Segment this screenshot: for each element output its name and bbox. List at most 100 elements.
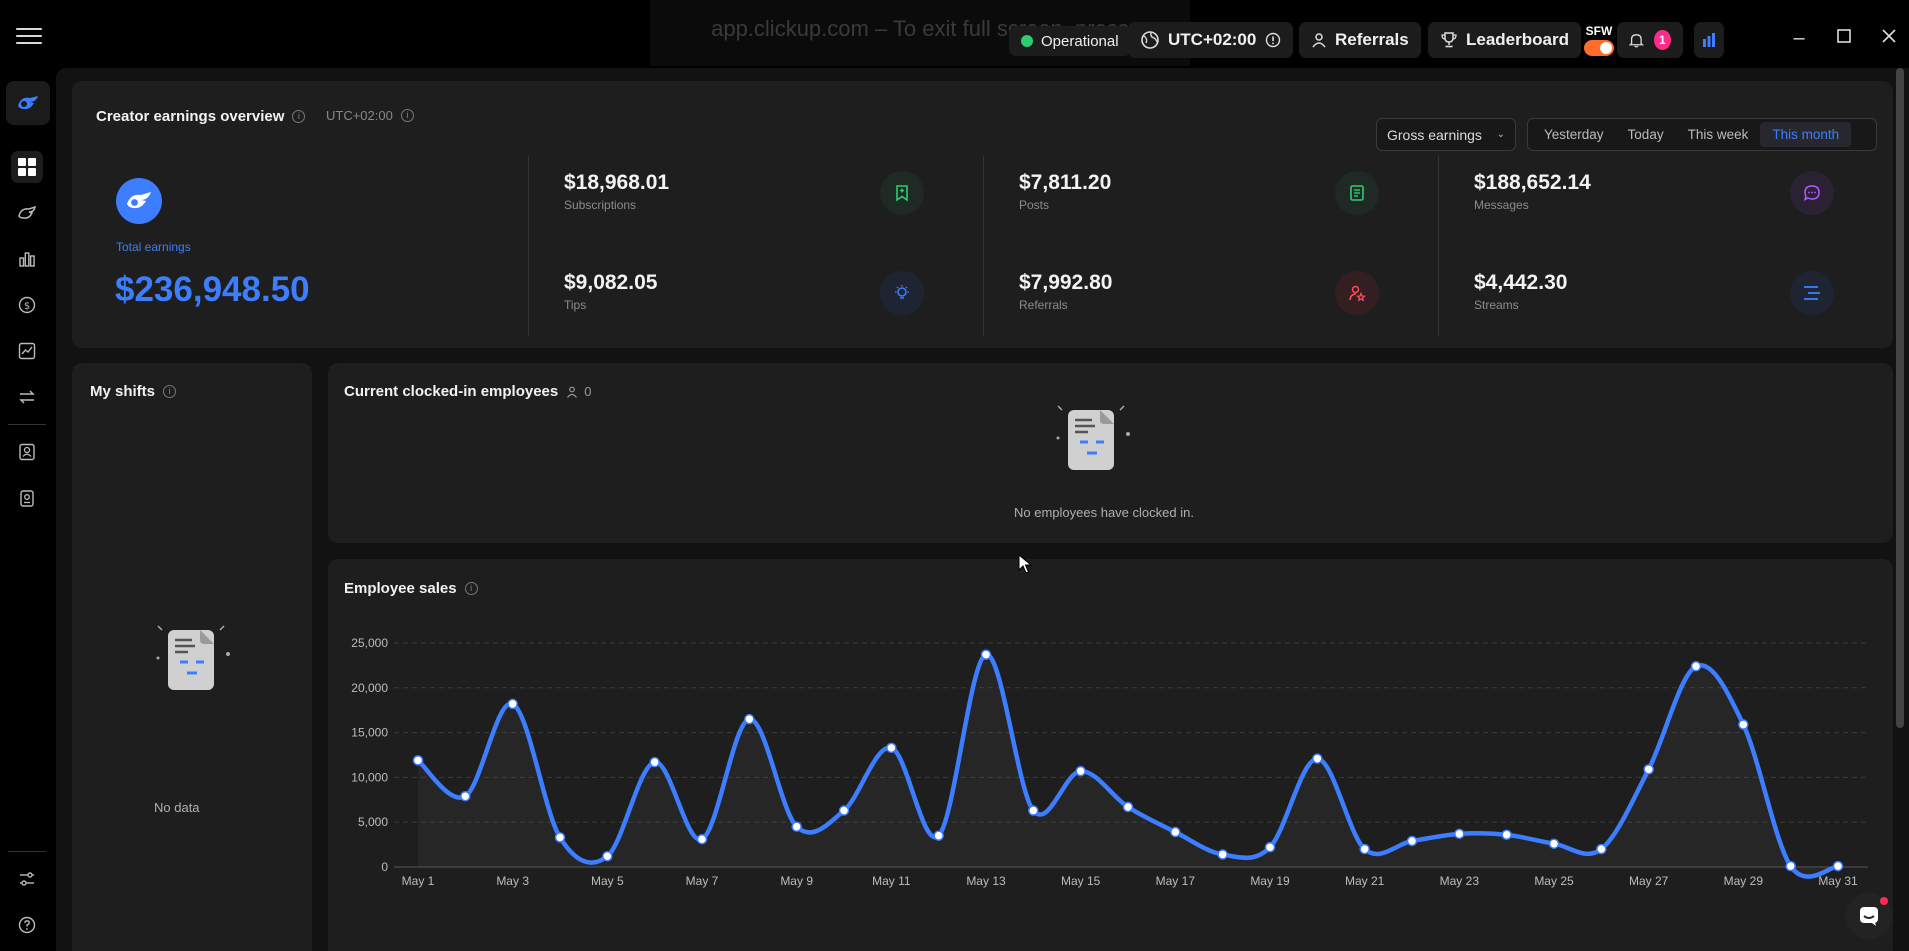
- sidebar-item-payouts[interactable]: $: [11, 289, 43, 321]
- earnings-timezone: UTC+02:00 i: [326, 108, 414, 123]
- timezone-button[interactable]: UTC+02:00: [1128, 22, 1294, 58]
- trophy-icon: [1441, 32, 1457, 48]
- x-tick-label: May 27: [1629, 874, 1669, 888]
- feather-icon: [18, 205, 36, 219]
- info-icon[interactable]: i: [464, 582, 478, 595]
- column-divider: [1438, 156, 1439, 336]
- line-chart-icon: [18, 342, 36, 360]
- info-icon: [1266, 32, 1281, 48]
- dropdown-value: Gross earnings: [1387, 126, 1482, 143]
- x-tick-label: May 9: [780, 874, 813, 888]
- metric-value: $4,442.30: [1474, 271, 1568, 294]
- sales-data-point: [1501, 829, 1512, 840]
- stream-icon: [1790, 271, 1834, 315]
- support-chat-button[interactable]: [1846, 893, 1892, 939]
- metric-posts: $7,811.20 Posts: [1019, 171, 1379, 231]
- sales-data-point: [1690, 661, 1702, 672]
- bookmark-icon: [880, 171, 924, 215]
- metric-messages: $188,652.14 Messages: [1474, 171, 1834, 231]
- x-tick-label: May 11: [872, 874, 911, 888]
- globe-clock-icon: [1141, 31, 1159, 49]
- sidebar-item-dashboard[interactable]: [11, 151, 43, 183]
- earnings-overview-card: Creator earnings overview i UTC+02:00 i …: [72, 81, 1893, 348]
- referrals-button[interactable]: Referrals: [1299, 22, 1421, 58]
- metric-referrals: $7,992.80 Referrals: [1019, 271, 1379, 331]
- sales-title-text: Employee sales: [344, 580, 457, 597]
- chat-bubble-icon: [1790, 171, 1834, 215]
- metric-streams: $4,442.30 Streams: [1474, 271, 1834, 331]
- earnings-type-dropdown[interactable]: Gross earnings ⌄: [1376, 118, 1516, 151]
- grid-icon: [18, 158, 36, 176]
- status-label: Operational: [1041, 32, 1119, 50]
- clocked-in-count-value: 0: [584, 384, 592, 399]
- y-tick-label: 20,000: [351, 681, 388, 695]
- sidebar-item-help[interactable]: [11, 909, 43, 941]
- sidebar-item-contacts[interactable]: [11, 436, 43, 468]
- x-tick-label: May 21: [1345, 874, 1385, 888]
- sales-data-point: [1738, 719, 1749, 730]
- sales-data-point: [1217, 849, 1228, 860]
- sales-data-point: [1454, 828, 1465, 840]
- badge-id-icon: [20, 490, 34, 507]
- leaderboard-button[interactable]: Leaderboard: [1428, 22, 1581, 58]
- menu-icon[interactable]: [16, 28, 42, 46]
- sales-data-point: [1264, 842, 1276, 853]
- sfw-toggle[interactable]: SFW: [1582, 24, 1616, 56]
- x-tick-label: May 17: [1156, 874, 1196, 888]
- x-tick-label: May 5: [591, 874, 624, 888]
- metric-value: $7,811.20: [1019, 171, 1112, 194]
- info-icon[interactable]: i: [400, 109, 414, 122]
- y-tick-label: 5,000: [358, 815, 388, 829]
- sales-data-point: [1170, 826, 1181, 838]
- user-icon: [1312, 33, 1326, 48]
- sidebar-item-analytics[interactable]: [11, 243, 43, 275]
- sales-data-point: [980, 649, 992, 660]
- sales-data-point: [933, 830, 944, 841]
- metric-label: Streams: [1474, 298, 1519, 312]
- clocked-in-title: Current clocked-in employees 0: [344, 383, 591, 400]
- notifications-button[interactable]: 1: [1617, 22, 1683, 58]
- sidebar-item-creators[interactable]: [11, 197, 43, 229]
- sales-data-point: [744, 713, 755, 725]
- minimize-icon[interactable]: –: [1793, 27, 1805, 49]
- stats-button[interactable]: [1694, 22, 1724, 58]
- dollar-circle-icon: $: [18, 296, 36, 314]
- sidebar-item-settings[interactable]: [11, 863, 43, 895]
- sidebar-item-trends[interactable]: [11, 335, 43, 367]
- column-divider: [528, 156, 529, 336]
- top-bar: app.clickup.com – To exit full screen, p…: [0, 0, 1909, 66]
- range-this-week[interactable]: This week: [1687, 127, 1749, 142]
- x-tick-label: May 19: [1250, 874, 1290, 888]
- y-tick-label: 10,000: [351, 770, 388, 784]
- maximize-icon[interactable]: [1832, 26, 1856, 50]
- bell-icon: [1629, 34, 1644, 48]
- metric-value: $7,992.80: [1019, 271, 1113, 294]
- sales-title: Employee sales i: [344, 580, 478, 597]
- brand-logo-icon: [116, 178, 162, 224]
- contact-card-icon: [19, 443, 35, 461]
- notification-count-badge: 1: [1653, 30, 1671, 50]
- range-today[interactable]: Today: [1627, 127, 1664, 142]
- sales-data-point: [1075, 765, 1086, 777]
- sales-data-point: [1596, 843, 1607, 855]
- info-icon[interactable]: i: [292, 110, 306, 123]
- total-earnings-value: $236,948.50: [115, 270, 310, 309]
- employee-sales-card: Employee sales i 0 5,000 10,000 15,000 20,00…: [328, 559, 1893, 951]
- user-star-icon: [1335, 271, 1379, 315]
- app-logo-icon[interactable]: [6, 81, 50, 125]
- info-icon[interactable]: i: [163, 385, 177, 398]
- sales-data-point: [1028, 805, 1039, 816]
- range-this-month[interactable]: This month: [1760, 122, 1852, 147]
- sidebar-item-employees[interactable]: [11, 482, 43, 514]
- sliders-icon: [20, 872, 34, 886]
- toggle-switch-icon: [1584, 40, 1614, 56]
- metric-tips: $9,082.05 Tips: [564, 271, 924, 331]
- sales-data-point: [1122, 801, 1134, 813]
- close-icon[interactable]: [1877, 26, 1901, 50]
- bar-chart-icon: [1703, 33, 1715, 47]
- sidebar-item-transfers[interactable]: [11, 381, 43, 413]
- range-yesterday[interactable]: Yesterday: [1544, 127, 1604, 142]
- scrollbar[interactable]: [1896, 68, 1904, 728]
- sidebar: $: [0, 66, 54, 951]
